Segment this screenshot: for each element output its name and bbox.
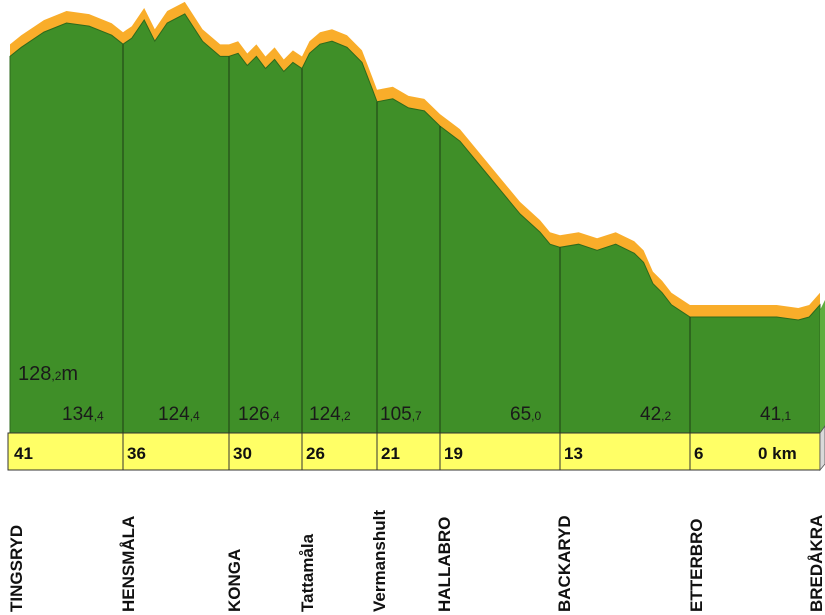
start-elevation-label: 128,2m: [18, 363, 78, 385]
km-label-4: 21: [381, 444, 400, 463]
km-label-7: 6: [694, 444, 703, 463]
station-label-5: HALLABRO: [435, 517, 454, 612]
station-label-1: HENSMÅLA: [119, 516, 138, 612]
km-label-1: 36: [127, 444, 146, 463]
km-label-5: 19: [444, 444, 463, 463]
km-label-3: 26: [306, 444, 325, 463]
elevation-label-3: 124,2: [309, 404, 351, 425]
terrain-area: [9, 13, 821, 434]
terrain-side: [820, 300, 825, 433]
elevation-label-1: 124,4: [158, 404, 200, 425]
ridge-band: [10, 1, 820, 321]
station-label-4: Vermanshult: [370, 510, 389, 612]
elevation-label-8: 41,1: [760, 404, 791, 425]
km-label-8: 0 km: [758, 444, 797, 463]
km-label-6: 13: [564, 444, 583, 463]
elevation-label-2: 126,4: [238, 404, 280, 425]
station-label-2: KONGA: [225, 549, 244, 612]
station-label-7: ETTERBRO: [687, 519, 706, 613]
station-label-8: BREDÅKRA: [807, 515, 825, 612]
km-label-2: 30: [233, 444, 252, 463]
km-band: [7, 432, 821, 471]
elevation-label-7: 42,2: [640, 404, 671, 425]
km-label-0: 41: [14, 444, 33, 463]
station-label-0: TINGSRYD: [7, 525, 26, 612]
station-label-3: Tattamåla: [298, 533, 317, 612]
elevation-label-0: 134,4: [62, 404, 104, 425]
elevation-label-6: 65,0: [510, 404, 541, 425]
km-band-side: [819, 425, 825, 472]
station-label-6: BACKARYD: [555, 515, 574, 612]
elevation-label-4: 105,7: [380, 404, 422, 425]
